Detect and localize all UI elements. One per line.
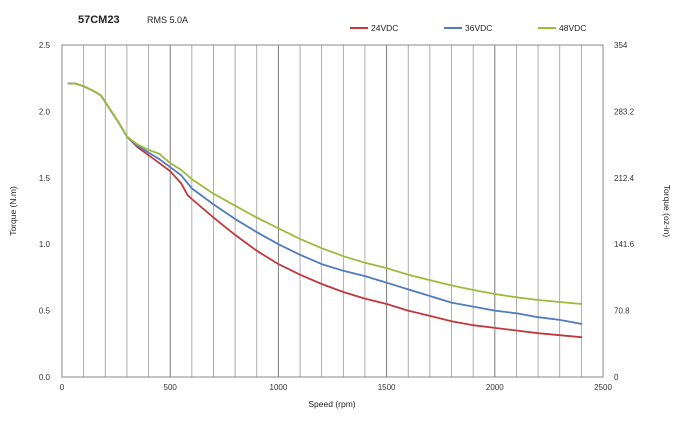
y2-tick-label: 283.2: [614, 107, 635, 116]
tick-labels: 0 500 1000 1500 2000 2500 0.0 0.5 1.0 1.5 2.0 2.5 0 7…: [39, 41, 635, 392]
chart-subtitle: RMS 5.0A: [147, 15, 188, 25]
x-tick-label: 1500: [378, 383, 396, 392]
y-tick-label: 0.0: [39, 373, 51, 382]
x-tick-label: 2000: [486, 383, 504, 392]
y2-tick-label: 70.8: [614, 307, 630, 316]
y-tick-label: 2.0: [39, 107, 51, 116]
chart-title: 57CM23: [78, 14, 120, 26]
series-line-24vdc: [67, 82, 583, 339]
grid: [83, 45, 582, 377]
legend: 24VDC 36VDC 48VDC: [350, 23, 586, 33]
plot-frame: [61, 44, 604, 378]
y2-axis-title: Torque (oz-in): [662, 185, 672, 238]
y2-tick-label: 354: [614, 41, 628, 50]
series-line-48vdc: [67, 82, 583, 305]
x-tick-label: 1000: [270, 383, 288, 392]
y-tick-label: 2.5: [39, 41, 51, 50]
legend-label: 24VDC: [371, 23, 398, 33]
x-axis-title: Speed (rpm): [308, 399, 355, 409]
y-tick-label: 1.0: [39, 240, 51, 249]
series-line-36vdc: [67, 82, 583, 325]
y2-tick-label: 141.6: [614, 240, 635, 249]
legend-label: 36VDC: [465, 23, 492, 33]
y-tick-label: 0.5: [39, 307, 51, 316]
y2-tick-label: 0: [614, 373, 619, 382]
series-lines: [67, 82, 583, 339]
y2-tick-label: 212.4: [614, 174, 635, 183]
x-tick-label: 500: [164, 383, 178, 392]
y-tick-label: 1.5: [39, 174, 51, 183]
legend-label: 48VDC: [559, 23, 586, 33]
y-axis-title: Torque (N.m): [8, 186, 18, 236]
x-tick-label: 2500: [594, 383, 612, 392]
x-tick-label: 0: [60, 383, 65, 392]
